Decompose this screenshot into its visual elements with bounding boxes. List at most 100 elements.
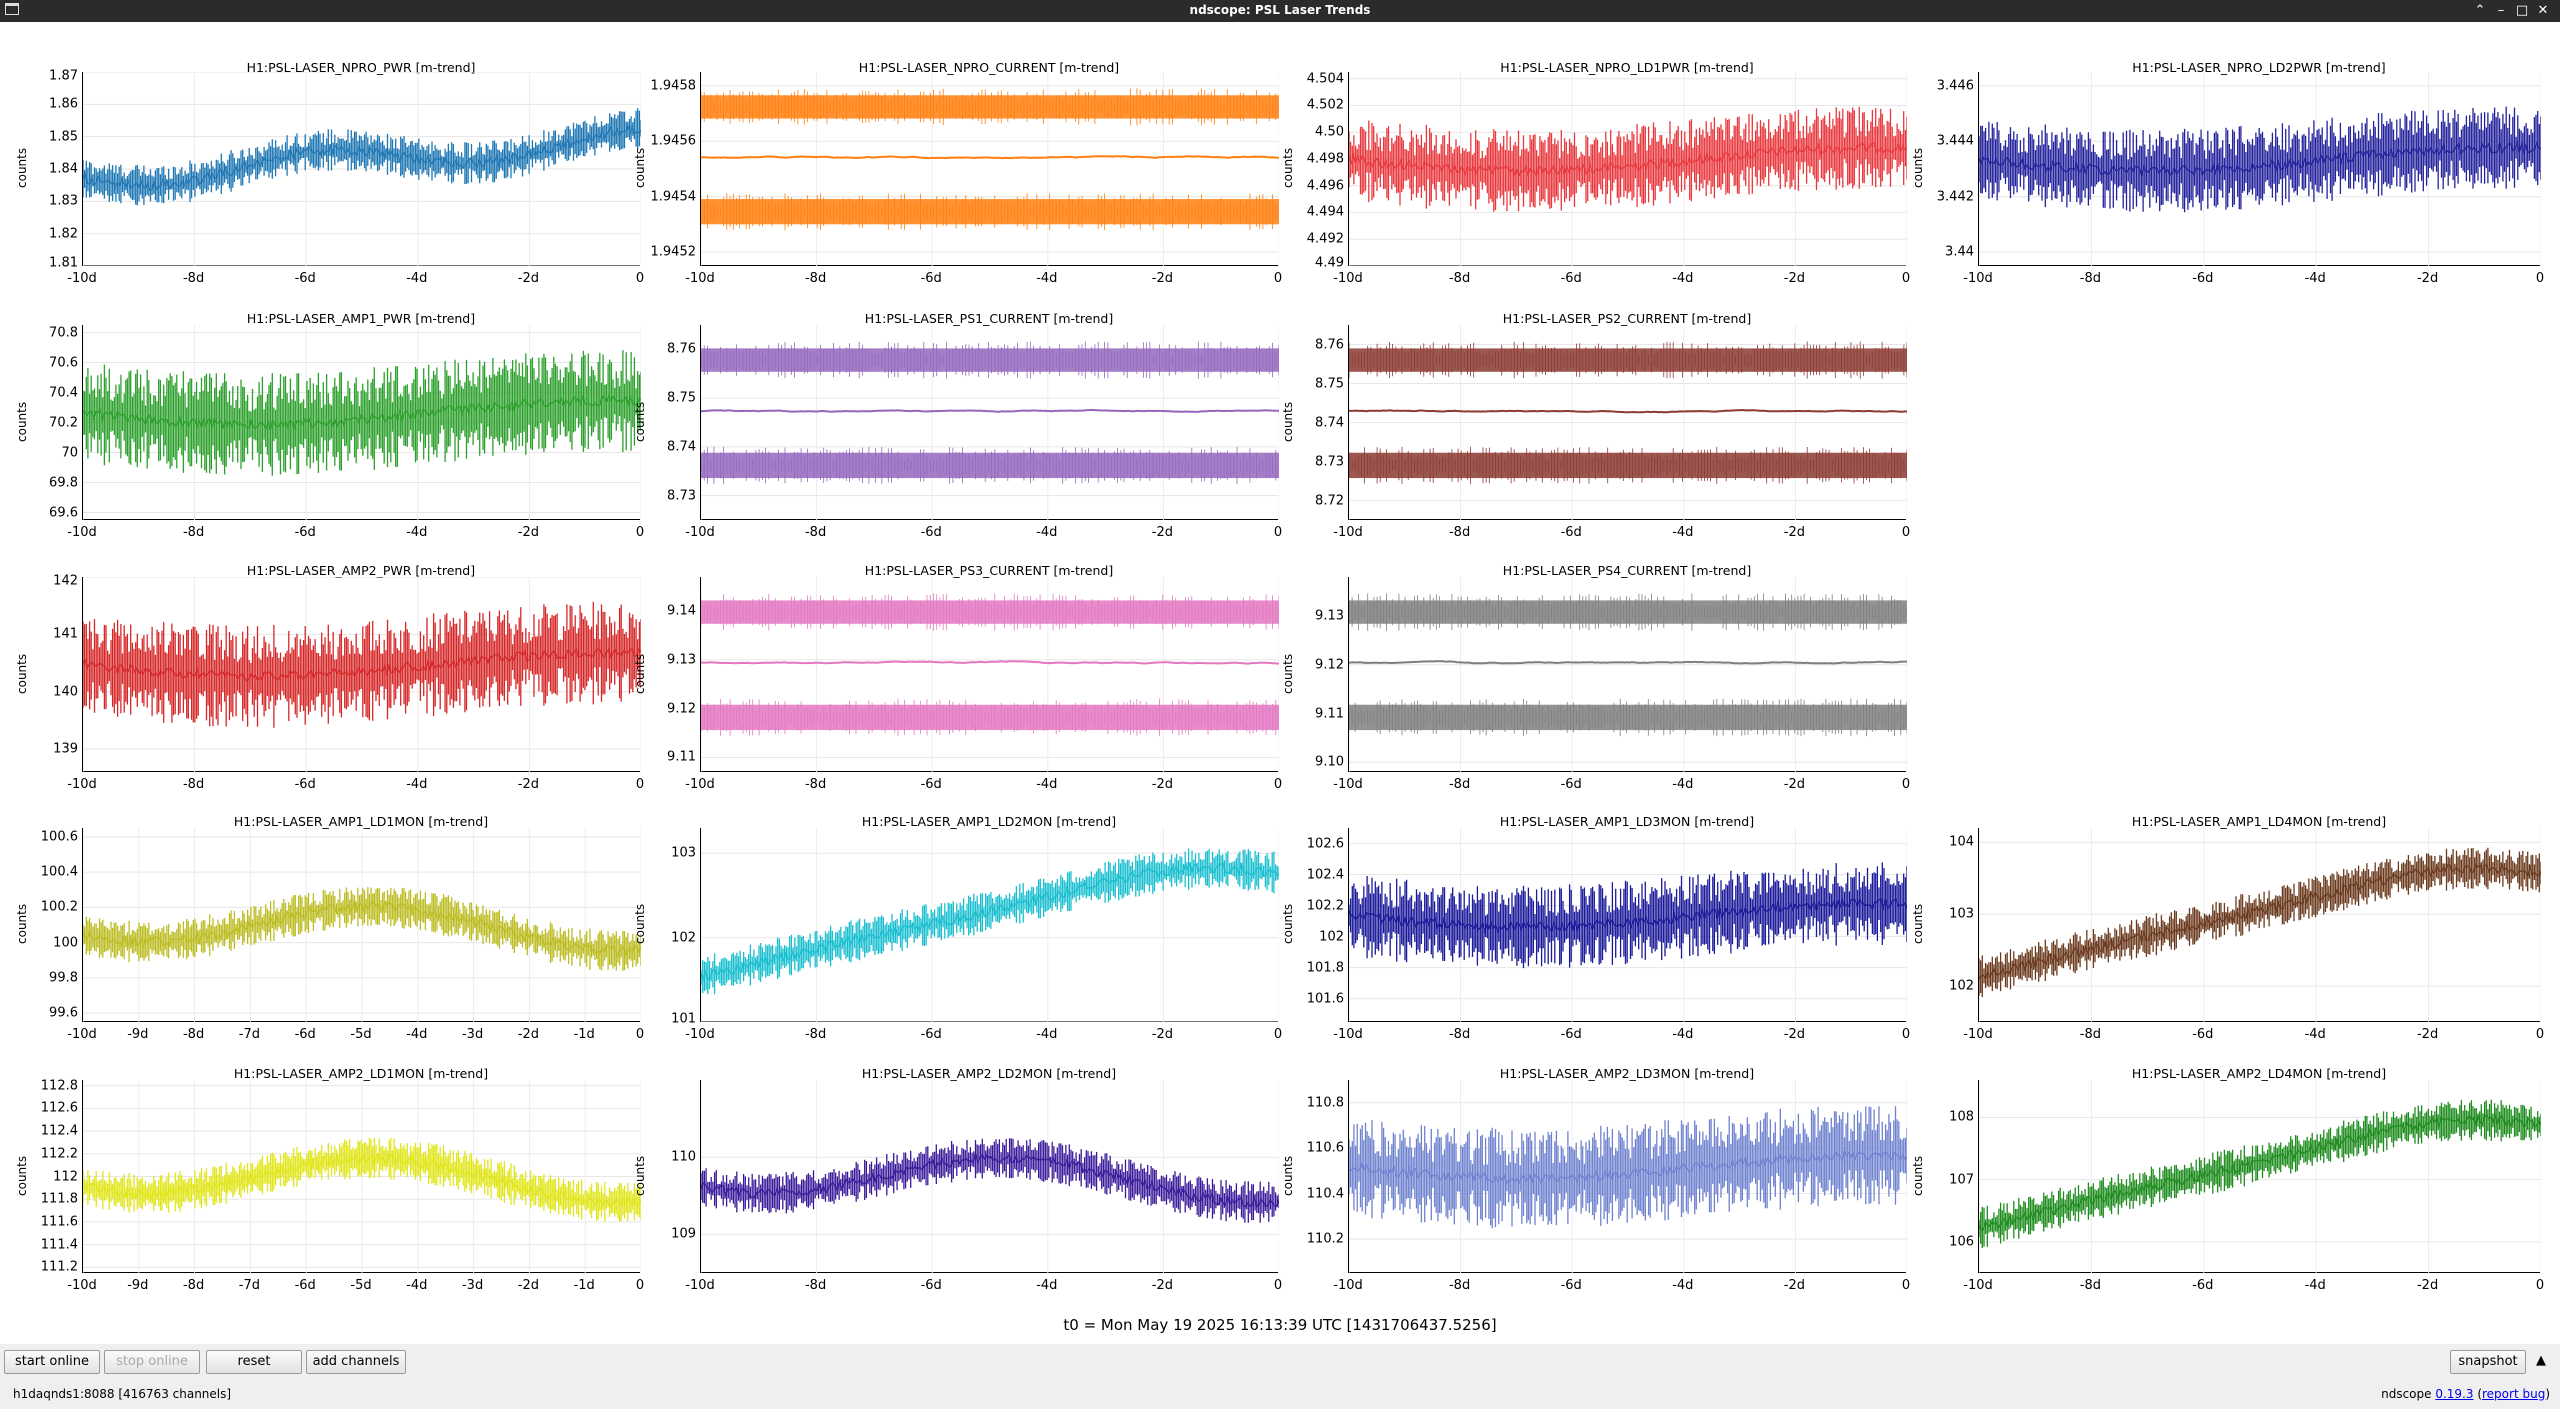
ytick-label: 1.9454: [650, 189, 697, 205]
xtick-label: 0: [1901, 525, 1911, 540]
xtick-label: -2d: [2416, 271, 2439, 286]
quant-ticks-lower: [701, 698, 1279, 737]
plot-canvas-amp1-ld3mon[interactable]: [1349, 828, 1907, 1022]
minmax-envelope: [1349, 862, 1907, 969]
xtick-label: -2d: [2416, 1027, 2439, 1042]
plot-title-npro-ld1pwr: H1:PSL-LASER_NPRO_LD1PWR [m-trend]: [1500, 60, 1754, 75]
plot-title-ps4-current: H1:PSL-LASER_PS4_CURRENT [m-trend]: [1502, 563, 1752, 578]
trace-amp2-pwr: [83, 601, 641, 728]
plot-canvas-npro-current[interactable]: [701, 72, 1279, 266]
trace-amp1-ld2mon: [701, 848, 1279, 995]
plot-frame-amp1-pwr[interactable]: [82, 325, 641, 520]
xtick-label: -8d: [1448, 1027, 1471, 1042]
close-icon[interactable]: ✕: [2537, 3, 2549, 18]
plot-frame-ps3-current[interactable]: [700, 577, 1279, 772]
xtick-label: -1d: [573, 1278, 595, 1293]
quant-band-lower: [1349, 704, 1907, 731]
app-window-icon[interactable]: [5, 3, 19, 15]
ytick-label: 4.492: [1306, 231, 1344, 247]
ytick-label: 4.504: [1306, 71, 1344, 87]
ytick-label: 100.6: [40, 829, 78, 845]
plot-canvas-ps2-current[interactable]: [1349, 325, 1907, 520]
mean-line: [701, 408, 1279, 413]
report-bug-link[interactable]: report bug: [2482, 1387, 2546, 1401]
quant-ticks-upper: [1349, 593, 1907, 631]
plot-title-ps3-current: H1:PSL-LASER_PS3_CURRENT [m-trend]: [864, 563, 1114, 578]
plot-canvas-amp2-ld1mon[interactable]: [83, 1080, 641, 1273]
mean-line: [83, 394, 641, 432]
reset-button[interactable]: reset: [206, 1350, 302, 1374]
plot-frame-ps1-current[interactable]: [700, 325, 1279, 520]
xtick-label: -10d: [67, 271, 97, 286]
xtick-label: -4d: [406, 1278, 428, 1293]
plot-canvas-npro-pwr[interactable]: [83, 72, 641, 266]
plot-canvas-amp1-ld2mon[interactable]: [701, 828, 1279, 1022]
xtick-label: -2d: [1151, 1278, 1173, 1293]
ytick-label: 8.76: [1315, 337, 1344, 352]
quant-ticks-lower: [701, 446, 1279, 485]
plot-title-amp1-pwr: H1:PSL-LASER_AMP1_PWR [m-trend]: [246, 311, 476, 326]
ytick-label: 141: [53, 626, 78, 642]
plot-canvas-amp2-ld3mon[interactable]: [1349, 1080, 1907, 1273]
xtick-label: -6d: [920, 777, 942, 792]
ytick-label: 8.73: [1315, 454, 1344, 469]
start-online-button[interactable]: start online: [4, 1350, 100, 1374]
add-channels-button[interactable]: add channels: [306, 1350, 406, 1374]
xtick-label: 0: [1273, 525, 1283, 540]
plot-frame-ps2-current[interactable]: [1348, 325, 1907, 520]
plot-frame-amp2-ld3mon[interactable]: [1348, 1080, 1907, 1273]
plot-frame-amp1-ld4mon[interactable]: [1978, 828, 2541, 1022]
ytick-label: 102.6: [1306, 836, 1344, 852]
version-link[interactable]: 0.19.3: [2435, 1387, 2474, 1401]
ylabel-amp2-pwr: counts: [15, 653, 29, 694]
plot-frame-npro-ld2pwr[interactable]: [1978, 72, 2541, 266]
plot-canvas-amp2-ld4mon[interactable]: [1979, 1080, 2541, 1273]
plot-frame-npro-pwr[interactable]: [82, 72, 641, 266]
quant-band-upper: [701, 600, 1279, 624]
minmax-envelope: [701, 1138, 1279, 1223]
plot-frame-ps4-current[interactable]: [1348, 577, 1907, 772]
plot-frame-amp1-ld1mon[interactable]: [82, 828, 641, 1022]
plot-canvas-amp2-ld2mon[interactable]: [701, 1080, 1279, 1273]
xtick-label: -10d: [1333, 525, 1363, 540]
mean-line: [1979, 1112, 2541, 1231]
plot-frame-amp1-ld3mon[interactable]: [1348, 828, 1907, 1022]
ytick-label: 8.73: [667, 488, 696, 504]
plot-frame-npro-current[interactable]: [700, 72, 1279, 266]
plot-canvas-amp1-pwr[interactable]: [83, 325, 641, 520]
add-channels-label: add channels: [312, 1354, 400, 1369]
maximize-icon[interactable]: □: [2515, 3, 2529, 18]
plot-canvas-npro-ld1pwr[interactable]: [1349, 72, 1907, 266]
plot-canvas-ps4-current[interactable]: [1349, 577, 1907, 772]
plot-frame-amp2-pwr[interactable]: [82, 577, 641, 772]
xtick-label: -5d: [350, 1027, 372, 1042]
plot-frame-amp2-ld1mon[interactable]: [82, 1080, 641, 1273]
ylabel-ps2-current: counts: [1281, 401, 1295, 442]
xtick-label: 0: [635, 525, 645, 540]
plot-canvas-npro-ld2pwr[interactable]: [1979, 72, 2541, 266]
plot-canvas-amp1-ld1mon[interactable]: [83, 828, 641, 1022]
plot-canvas-amp1-ld4mon[interactable]: [1979, 828, 2541, 1022]
minimize-icon[interactable]: –: [2497, 3, 2505, 18]
keep-above-icon[interactable]: ⌃: [2474, 3, 2486, 18]
xtick-label: -4d: [2304, 1278, 2326, 1293]
plot-canvas-ps1-current[interactable]: [701, 325, 1279, 520]
plot-frame-amp1-ld2mon[interactable]: [700, 828, 1279, 1022]
minmax-envelope: [1979, 1099, 2541, 1249]
plot-frame-amp2-ld4mon[interactable]: [1978, 1080, 2541, 1273]
xtick-label: -4d: [406, 271, 428, 286]
plot-title-amp1-ld1mon: H1:PSL-LASER_AMP1_LD1MON [m-trend]: [233, 814, 489, 829]
plot-frame-npro-ld1pwr[interactable]: [1348, 72, 1907, 266]
expand-triangle-icon[interactable]: ▲: [2536, 1353, 2546, 1368]
plot-canvas-amp2-pwr[interactable]: [83, 577, 641, 772]
ytick-label: 111.8: [40, 1191, 78, 1207]
xtick-label: -2d: [2416, 1278, 2439, 1293]
ytick-label: 1.87: [49, 68, 78, 84]
mean-line: [1349, 1149, 1907, 1185]
ytick-label: 1.85: [49, 129, 78, 145]
mean-line: [83, 647, 641, 682]
snapshot-button[interactable]: snapshot: [2450, 1350, 2526, 1374]
plot-frame-amp2-ld2mon[interactable]: [700, 1080, 1279, 1273]
xtick-label: -6d: [920, 1027, 942, 1042]
plot-canvas-ps3-current[interactable]: [701, 577, 1279, 772]
